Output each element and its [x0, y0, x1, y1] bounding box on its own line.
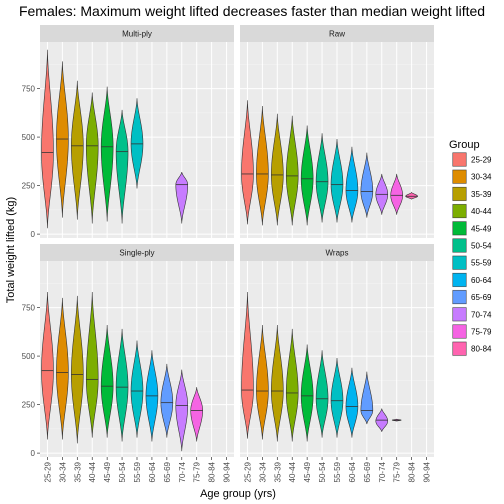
legend-label: 80-84	[471, 345, 492, 354]
x-tick-label: 50-54	[118, 461, 127, 482]
x-tick-label: 65-69	[363, 461, 372, 482]
y-tick-label: 750	[22, 304, 36, 313]
legend-label: 75-79	[471, 328, 492, 337]
legend-label: 55-59	[471, 259, 492, 268]
legend-label: 45-49	[471, 224, 492, 233]
legend-swatch	[453, 239, 466, 252]
legend-entry-30-34: 30-34	[452, 169, 492, 184]
y-tick-label: 250	[22, 182, 36, 191]
x-axis-title: Age group (yrs)	[200, 488, 276, 500]
x-tick-label: 40-44	[88, 461, 97, 482]
legend-entry-25-29: 25-29	[452, 152, 492, 167]
legend-entry-65-69: 65-69	[452, 290, 492, 305]
x-tick-label: 55-59	[133, 461, 142, 482]
y-axis-title: Total weight lifted (kg)	[5, 197, 17, 303]
legend-entry-60-64: 60-64	[452, 272, 492, 287]
x-tick-label: 45-49	[103, 461, 112, 482]
legend-swatch	[453, 204, 466, 217]
legend-entry-80-84: 80-84	[452, 341, 492, 356]
y-tick-label: 500	[22, 133, 36, 142]
facet-strip-label: Wraps	[326, 249, 349, 258]
legend-entry-55-59: 55-59	[452, 255, 492, 270]
x-tick-label: 30-34	[258, 461, 267, 482]
legend-swatch	[453, 222, 466, 235]
x-tick-label: 55-59	[333, 461, 342, 482]
x-tick-label: 75-79	[193, 461, 202, 482]
chart-title: Females: Maximum weight lifted decreases…	[19, 3, 485, 19]
x-tick-label: 25-29	[43, 461, 52, 482]
x-tick-label: 35-39	[73, 461, 82, 482]
legend-entry-40-44: 40-44	[452, 204, 492, 219]
legend-entry-75-79: 75-79	[452, 324, 492, 339]
legend-swatch	[453, 273, 466, 286]
facet-strip-label: Raw	[329, 30, 345, 39]
y-tick-label: 0	[31, 230, 36, 239]
legend-entry-70-74: 70-74	[452, 307, 492, 322]
x-tick-label: 60-64	[348, 461, 357, 482]
x-tick-label: 80-84	[408, 461, 417, 482]
y-tick-label: 250	[22, 401, 36, 410]
legend-label: 50-54	[471, 242, 492, 251]
legend-label: 25-29	[471, 156, 492, 165]
x-tick-label: 90-94	[423, 461, 432, 482]
legend-swatch	[453, 325, 466, 338]
x-tick-label: 25-29	[243, 461, 252, 482]
y-tick-label: 750	[22, 85, 36, 94]
facet-panels: Multi-ply 0 250 500 750 Raw Single-ply 0 250 500 7…	[22, 25, 434, 482]
panel-wraps: Wraps 25-29 30-34 35-39 40-44 45-49 50-54 55-59…	[240, 244, 434, 482]
legend-swatch	[453, 342, 466, 355]
x-tick-label: 70-74	[378, 461, 387, 482]
legend-entry-45-49: 45-49	[452, 221, 492, 236]
legend-label: 65-69	[471, 293, 492, 302]
x-tick-label: 35-39	[273, 461, 282, 482]
legend-swatch	[453, 256, 466, 269]
legend-label: 70-74	[471, 310, 492, 319]
x-tick-label: 30-34	[58, 461, 67, 482]
y-tick-label: 0	[31, 449, 36, 458]
x-tick-label: 50-54	[318, 461, 327, 482]
legend-swatch	[453, 187, 466, 200]
x-tick-label: 60-64	[148, 461, 157, 482]
legend-swatch	[453, 153, 466, 166]
legend-label: 30-34	[471, 173, 492, 182]
facet-strip-label: Single-ply	[119, 249, 154, 258]
legend-label: 35-39	[471, 190, 492, 199]
legend-entry-35-39: 35-39	[452, 186, 492, 201]
legend-label: 60-64	[471, 276, 492, 285]
x-tick-label: 65-69	[163, 461, 172, 482]
legend-swatch	[453, 308, 466, 321]
x-tick-label: 45-49	[303, 461, 312, 482]
legend-swatch	[453, 170, 466, 183]
panel-multi-ply: Multi-ply 0 250 500 750	[22, 25, 234, 239]
x-tick-label: 40-44	[288, 461, 297, 482]
panel-raw: Raw	[240, 25, 434, 238]
legend-swatch	[453, 290, 466, 303]
x-tick-label: 75-79	[393, 461, 402, 482]
legend-entry-50-54: 50-54	[452, 238, 492, 253]
facet-strip-label: Multi-ply	[122, 30, 152, 39]
panel-single-ply: Single-ply 0 250 500 750 25-29 30-34 35-39 40-44…	[22, 244, 234, 482]
y-tick-label: 500	[22, 352, 36, 361]
x-tick-label: 70-74	[178, 461, 187, 482]
legend-label: 40-44	[471, 207, 492, 216]
x-tick-label: 90-94	[223, 461, 232, 482]
x-tick-label: 80-84	[208, 461, 217, 482]
legend: Group 25-29 30-34 35-39 40-44 45-49 50-54 55-5…	[449, 139, 492, 356]
legend-title: Group	[449, 139, 480, 151]
